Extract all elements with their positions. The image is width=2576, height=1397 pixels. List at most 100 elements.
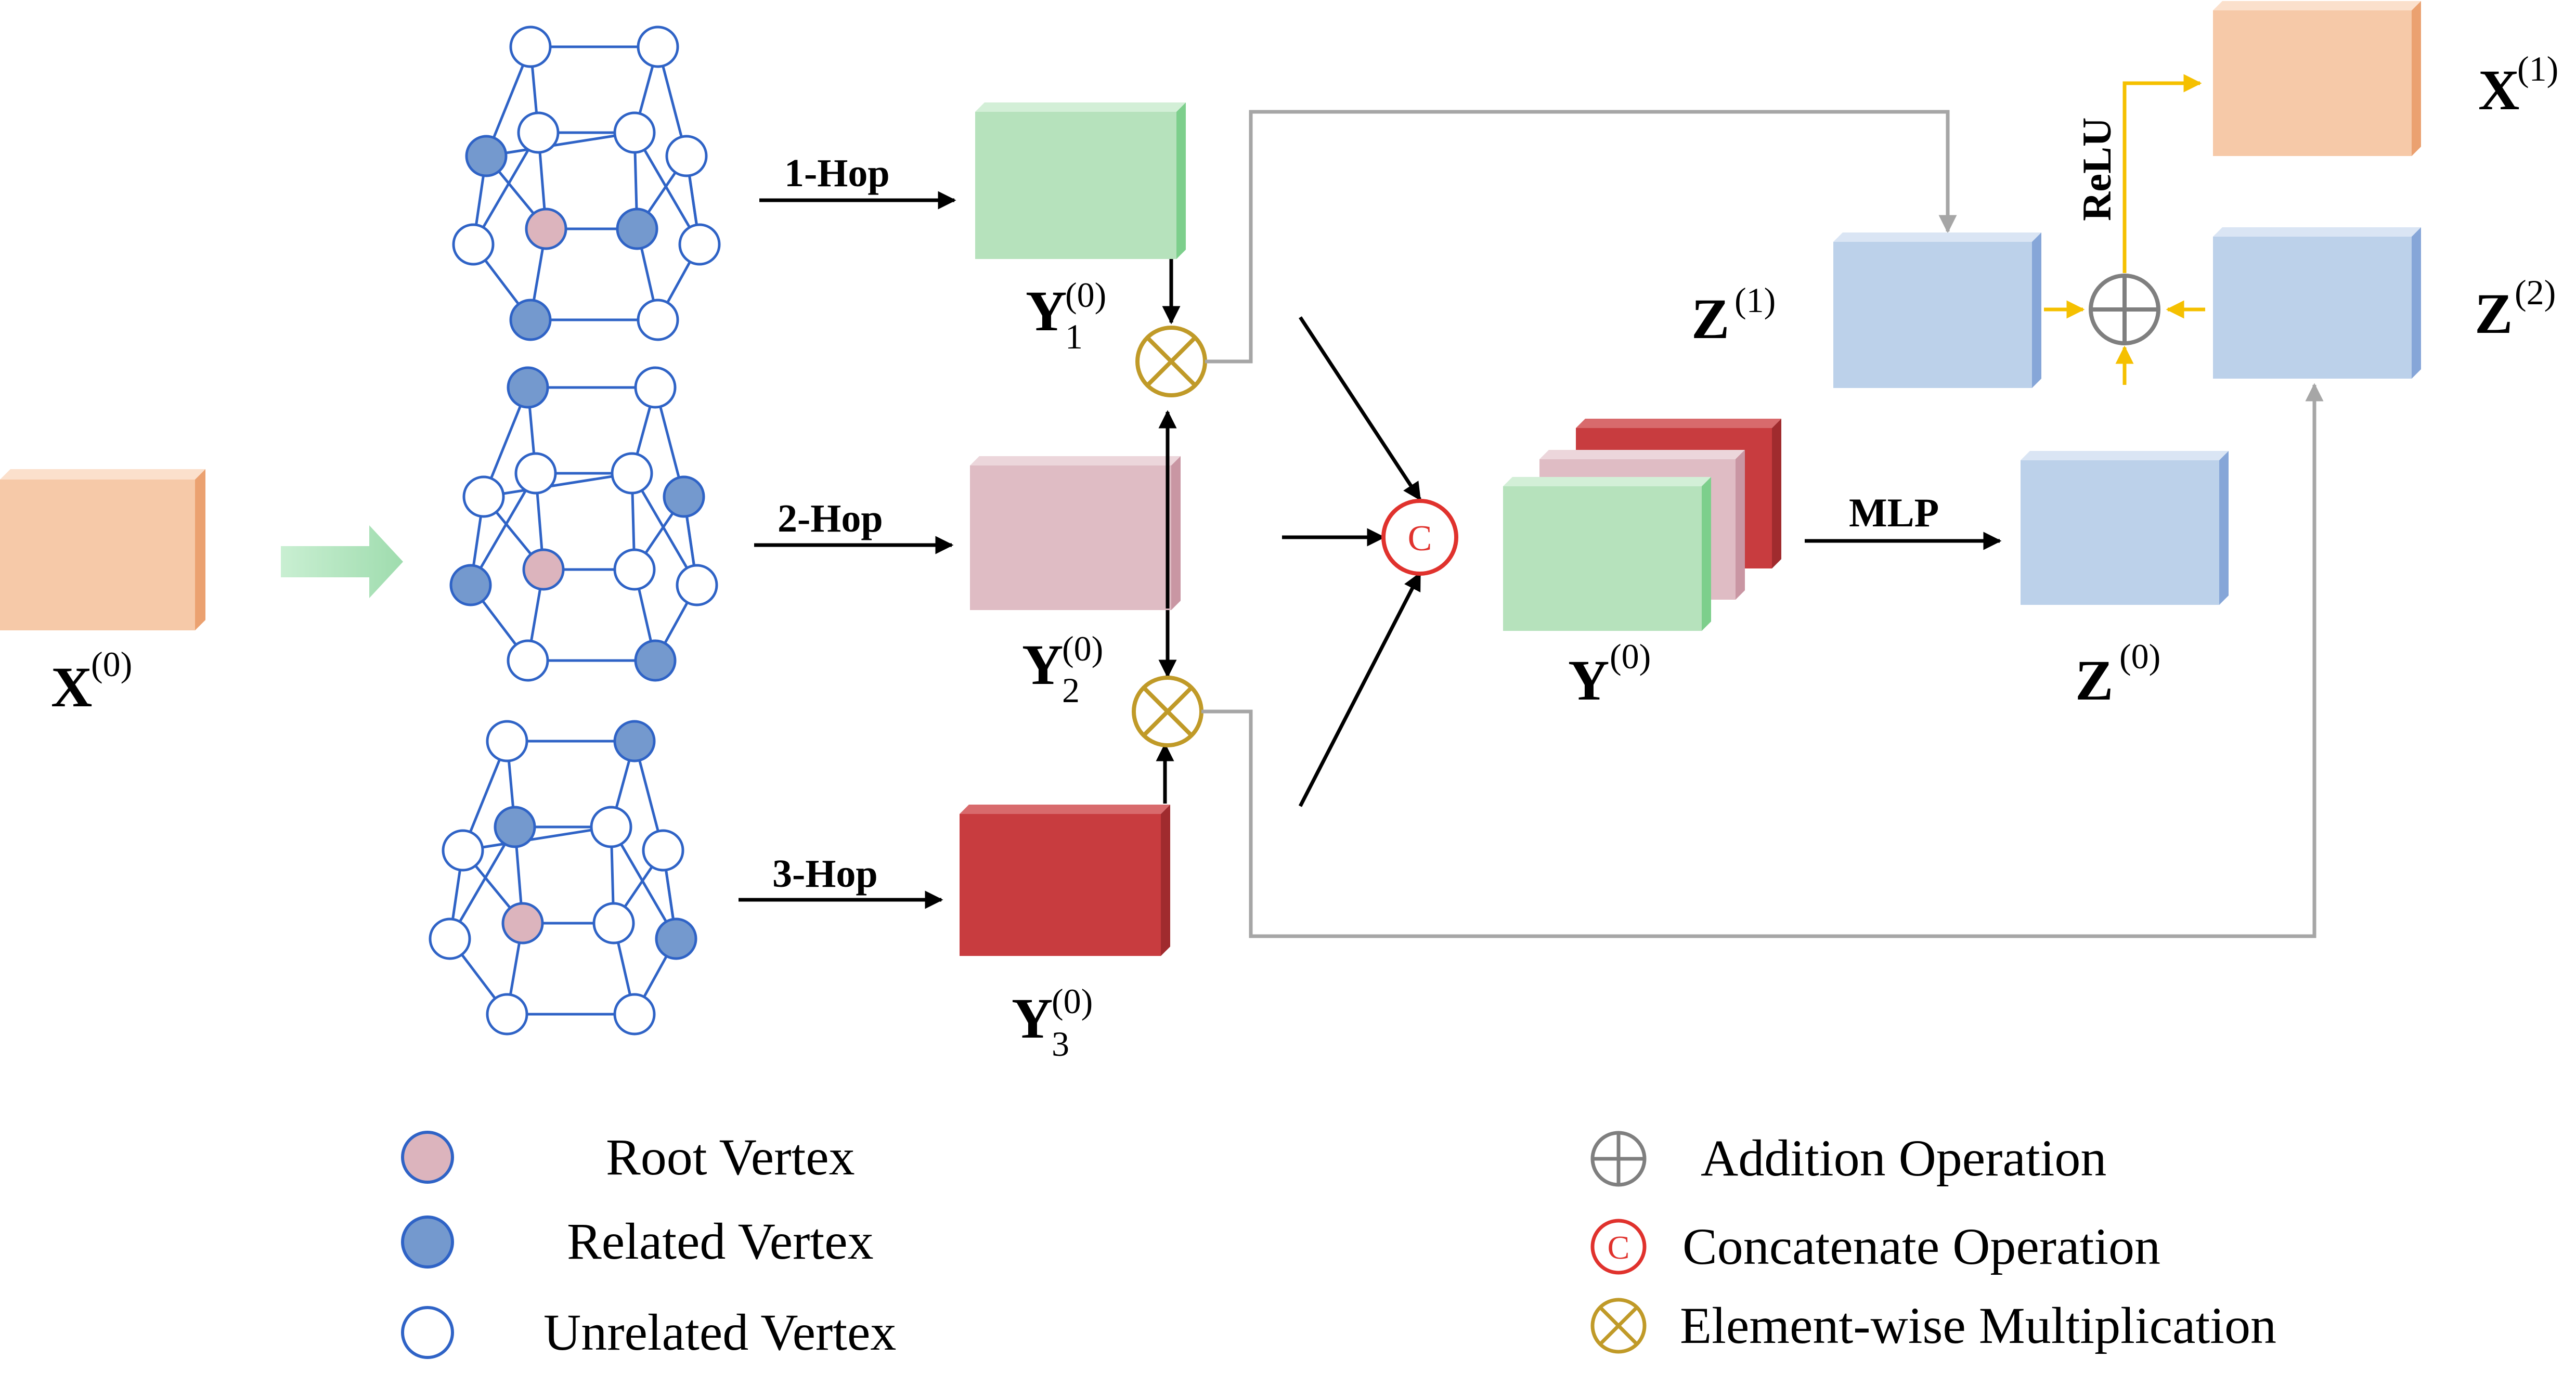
z2-block	[2213, 227, 2421, 379]
y1-block	[975, 102, 1186, 259]
svg-text:Y: Y	[1568, 649, 1609, 712]
z2-label: Z (2)	[2475, 273, 2556, 345]
input-label: X (0)	[51, 644, 132, 719]
svg-text:(0): (0)	[2119, 637, 2160, 676]
svg-text:1-Hop: 1-Hop	[784, 151, 890, 195]
svg-text:(0): (0)	[1610, 637, 1651, 676]
related-vertex	[613, 720, 656, 762]
yellow-arrows	[2044, 74, 2205, 385]
z2-gray-path	[1201, 383, 2324, 938]
graph-edge	[610, 826, 678, 940]
concat-in-arrow-top	[1299, 316, 1421, 501]
flow-arrow	[281, 525, 403, 598]
legend-unrelated-vertex: Unrelated Vertex	[401, 1303, 896, 1361]
output-x-block	[2213, 1, 2421, 156]
related-vertex	[509, 299, 552, 341]
svg-text:X: X	[2478, 58, 2519, 122]
unrelated-vertex	[452, 223, 495, 266]
svg-text:(1): (1)	[1734, 280, 1776, 320]
mlp-arrow: MLP	[1805, 490, 2002, 550]
z0-block	[2021, 451, 2229, 605]
related-vertex	[494, 806, 536, 848]
svg-text:MLP: MLP	[1849, 490, 1939, 535]
svg-text:Element-wise Multiplication: Element-wise Multiplication	[1680, 1297, 2276, 1354]
graph-edge	[486, 131, 635, 158]
relu-label: ReLU	[2074, 118, 2119, 221]
unrelated-vertex	[462, 475, 505, 518]
svg-text:3: 3	[1052, 1024, 1069, 1064]
y3-block	[960, 805, 1170, 956]
z0-label: Z (0)	[2075, 637, 2160, 712]
svg-text:(0): (0)	[1065, 275, 1106, 315]
graph-edge	[472, 132, 540, 245]
graph-edge	[469, 472, 537, 586]
graph-3-hop	[429, 720, 697, 1036]
svg-text:Z: Z	[1691, 287, 1729, 351]
unrelated-vertex	[613, 548, 656, 591]
svg-text:Y: Y	[1012, 987, 1053, 1050]
hop-1-arrow: 1-Hop	[759, 151, 956, 210]
y3-label: Y (0) 3	[1012, 981, 1093, 1064]
unrelated-vertex	[665, 135, 708, 177]
root-vertex	[501, 902, 544, 945]
root-vertex	[522, 548, 565, 591]
unrelated-vertex	[486, 720, 528, 762]
unrelated-vertex	[613, 993, 656, 1036]
legend-multiplication: Element-wise Multiplication	[1590, 1297, 2276, 1354]
legend-related-vertex: Related Vertex	[401, 1212, 874, 1270]
unrelated-vertex	[642, 829, 684, 872]
svg-text:(0): (0)	[1052, 981, 1093, 1021]
graph-1-hop	[452, 25, 721, 341]
unrelated-vertex	[613, 111, 656, 154]
y0-label: Y (0)	[1568, 637, 1651, 712]
root-vertex	[525, 208, 567, 250]
related-vertex	[616, 208, 658, 250]
multiply-op-icon-2	[1132, 676, 1203, 747]
unrelated-vertex	[634, 366, 677, 409]
unrelated-vertex	[637, 25, 679, 68]
output-x-label: X (1)	[2478, 49, 2558, 122]
graph-edge	[448, 826, 516, 940]
legend-addition: Addition Operation	[1590, 1129, 2106, 1187]
svg-text:Addition Operation: Addition Operation	[1701, 1129, 2106, 1187]
graph-edge	[483, 472, 632, 498]
related-vertex	[449, 564, 492, 606]
unrelated-vertex	[509, 25, 552, 68]
svg-text:X: X	[51, 655, 92, 719]
svg-text:Y: Y	[1026, 279, 1067, 343]
svg-text:3-Hop: 3-Hop	[772, 852, 878, 896]
unrelated-vertex	[429, 917, 471, 960]
z1-block	[1833, 232, 2041, 388]
svg-text:C: C	[1608, 1229, 1630, 1266]
svg-text:Z: Z	[2075, 649, 2113, 712]
unrelated-vertex	[514, 452, 557, 495]
graph-edge	[630, 472, 698, 586]
svg-text:Y: Y	[1022, 633, 1063, 696]
svg-text:(0): (0)	[1062, 629, 1103, 668]
related-vertex	[507, 366, 549, 409]
unrelated-vertex	[507, 639, 549, 682]
input-feature-block	[0, 469, 205, 630]
y0-stack	[1503, 419, 1781, 631]
addition-op-icon	[2089, 274, 2160, 345]
svg-text:Unrelated Vertex: Unrelated Vertex	[543, 1303, 896, 1361]
z1-gray-path	[1205, 110, 1957, 364]
unrelated-vertex	[676, 564, 718, 606]
svg-text:C: C	[1408, 519, 1432, 559]
related-vertex	[655, 917, 697, 960]
svg-text:(1): (1)	[2517, 49, 2558, 88]
graph-edge	[633, 132, 701, 245]
unrelated-vertex	[678, 223, 721, 266]
concat-in-arrow-bottom	[1298, 572, 1422, 807]
hop-2-arrow: 2-Hop	[754, 497, 954, 554]
unrelated-vertex	[517, 111, 560, 154]
y2-block	[970, 456, 1181, 610]
svg-text:2: 2	[1062, 670, 1080, 710]
graph-edge	[462, 825, 612, 852]
svg-text:Z: Z	[2475, 282, 2513, 345]
multiply-op-icon-1	[1135, 326, 1207, 397]
unrelated-vertex	[637, 299, 679, 341]
related-vertex	[663, 475, 705, 518]
y1-label: Y (0) 1	[1026, 275, 1106, 356]
